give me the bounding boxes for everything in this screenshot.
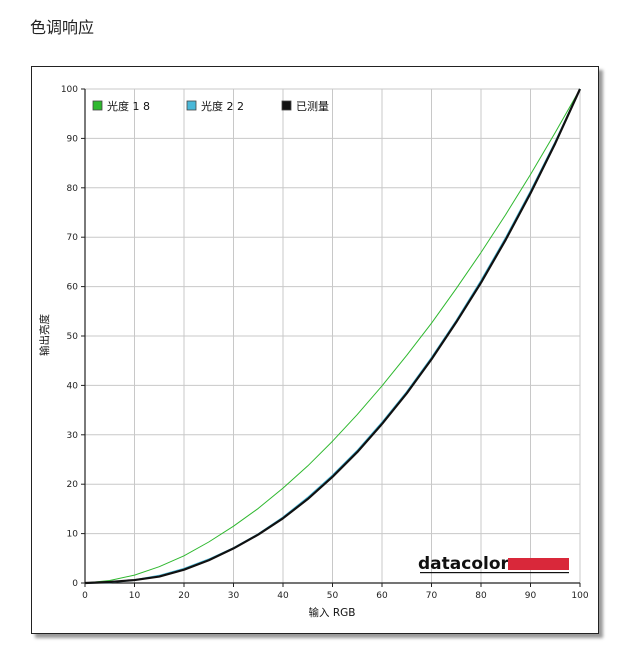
y-tick-label: 100: [61, 85, 78, 95]
logo-bar: [508, 558, 569, 570]
y-tick-label: 30: [67, 431, 79, 441]
legend-swatch: [186, 100, 197, 111]
y-tick-label: 90: [67, 134, 79, 144]
x-tick-label: 90: [525, 591, 537, 601]
x-tick-label: 40: [277, 591, 289, 601]
legend-label: 光度 2 2: [201, 99, 244, 113]
legend-item-0: 光度 1 8: [92, 99, 150, 113]
x-tick-label: 50: [327, 591, 339, 601]
x-tick-label: 10: [129, 591, 141, 601]
x-axis-label: 输入 RGB: [309, 606, 356, 619]
series-line-2: [84, 88, 582, 585]
legend-item-2: 已测量: [281, 100, 329, 113]
x-tick-label: 0: [82, 591, 88, 601]
chart-panel: 0 10 20 30 40 50 60 70 80 90 100 0 10 20 30 40 50 60 70 80 9…: [31, 66, 599, 634]
series-layer: [84, 88, 582, 585]
y-tick-label: 60: [67, 283, 79, 293]
y-tick-label: 0: [72, 579, 78, 589]
grid: [84, 88, 581, 584]
logo-text: datacolor: [418, 554, 510, 574]
legend-swatch: [92, 100, 103, 111]
logo-underline: [420, 572, 569, 574]
y-tick-label: 70: [67, 233, 79, 243]
legend-item-1: 光度 2 2: [186, 99, 244, 113]
legend-label: 光度 1 8: [107, 99, 150, 113]
datacolor-logo: datacolor: [418, 554, 569, 574]
y-tick-label: 20: [67, 480, 79, 490]
y-tick-label: 40: [67, 381, 79, 391]
y-tick-label: 50: [67, 332, 79, 342]
y-axis-label: 输出亮度: [38, 314, 51, 356]
x-tick-label: 30: [228, 591, 240, 601]
x-tick-label: 60: [376, 591, 388, 601]
series-line-0: [84, 88, 581, 584]
tick-labels: 0 10 20 30 40 50 60 70 80 90 100 0 10 20 30 40 50 60 70 80 9…: [61, 85, 589, 601]
x-tick-label: 70: [426, 591, 438, 601]
x-tick-label: 80: [475, 591, 487, 601]
x-tick-label: 100: [571, 591, 588, 601]
y-tick-label: 80: [67, 184, 79, 194]
legend-swatch: [281, 100, 292, 111]
y-tick-label: 10: [67, 530, 79, 540]
page-title: 色调响应: [30, 18, 95, 37]
chart-svg: 0 10 20 30 40 50 60 70 80 90 100 0 10 20 30 40 50 60 70 80 9…: [38, 85, 589, 619]
legend: 光度 1 8 光度 2 2 已测量: [92, 99, 329, 113]
x-tick-label: 20: [178, 591, 190, 601]
legend-label: 已测量: [296, 100, 329, 113]
